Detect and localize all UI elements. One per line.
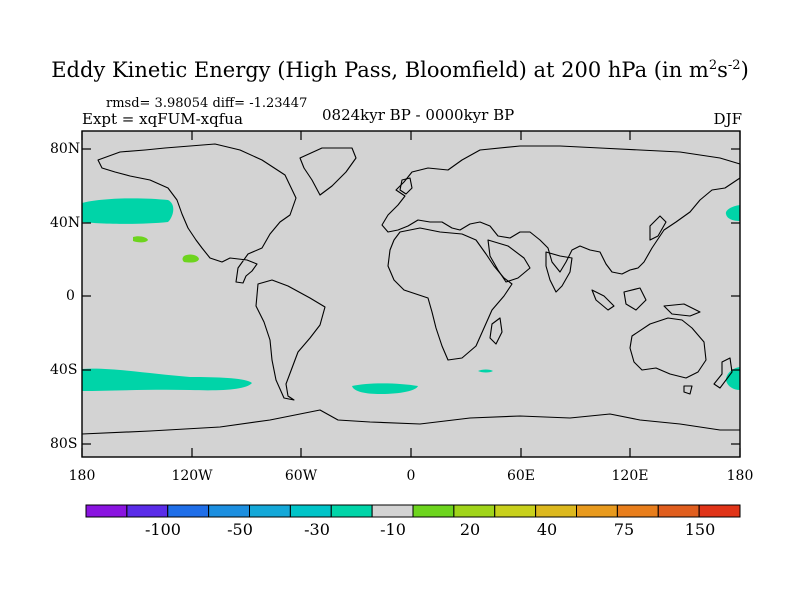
colorbar-label: -10 [380, 520, 406, 539]
lon-label-120e: 120E [611, 468, 649, 484]
colorbar-swatch [289, 504, 332, 518]
experiment-line: Expt = xqFUM-xqfua [82, 110, 243, 128]
lat-label-40s: 40S [50, 362, 78, 378]
coast-tasmania [683, 385, 693, 395]
anomaly-patch-south-atlantic [352, 383, 418, 394]
colorbar-label: 40 [536, 520, 558, 539]
lon-label-180w: 180 [68, 468, 96, 484]
colorbar-swatch [371, 504, 414, 518]
lat-label-0: 0 [66, 288, 75, 304]
colorbar-label: -100 [145, 520, 181, 539]
coast-greenland [299, 147, 357, 196]
colorbar-swatch [208, 504, 251, 518]
coastlines [81, 143, 741, 435]
coast-japan [649, 215, 667, 241]
lon-label-180e: 180 [726, 468, 754, 484]
coast-new-zealand [713, 357, 733, 389]
coast-antarctica [81, 409, 740, 435]
lat-label-80n: 80N [50, 141, 81, 157]
anomaly-patch-nw-pacific-east [725, 205, 740, 221]
coast-new-guinea [663, 303, 701, 317]
colorbar-swatch [126, 504, 169, 518]
colorbar-swatch [167, 504, 210, 518]
lat-label-40n: 40N [50, 215, 81, 231]
anomaly-patch-indian-ocean [478, 369, 493, 373]
colorbar-label: 150 [684, 520, 716, 539]
chart-title: Eddy Kinetic Energy (High Pass, Bloomfie… [51, 58, 749, 82]
period-label: 0824kyr BP - 0000kyr BP [322, 106, 515, 124]
lat-ticks [82, 148, 740, 445]
coast-india [545, 251, 573, 293]
lon-label-0: 0 [406, 468, 416, 484]
coast-madagascar [489, 317, 503, 345]
colorbar-label: -50 [227, 520, 253, 539]
colorbar-label: 75 [613, 520, 635, 539]
coast-australia [629, 317, 707, 379]
lon-label-120w: 120W [171, 468, 213, 484]
coast-sumatra [591, 289, 615, 311]
season-label: DJF [713, 110, 742, 128]
colorbar-swatch [412, 504, 455, 518]
colorbar-swatch [657, 504, 700, 518]
colorbar-swatch [453, 504, 496, 518]
colorbar-swatch [85, 504, 128, 518]
colorbar [85, 504, 741, 518]
anomaly-patch-south-pacific [82, 368, 252, 391]
anomaly-patch-north-pacific [82, 198, 174, 224]
anomaly-patch-sw-pacific-east [726, 367, 740, 390]
coast-north-america [97, 143, 297, 284]
coast-south-america [255, 279, 326, 401]
coast-british-isles [399, 177, 413, 195]
colorbar-swatch [576, 504, 618, 518]
colorbar-swatch [698, 504, 741, 518]
colorbar-label: 20 [459, 520, 481, 539]
colorbar-swatch [330, 504, 373, 518]
lon-ticks [81, 131, 741, 457]
coast-africa [387, 227, 513, 361]
coast-borneo [623, 287, 647, 311]
colorbar-swatch [616, 504, 659, 518]
map-background [82, 131, 740, 457]
stats-line: rmsd= 3.98054 diff= -1.23447 [106, 96, 308, 111]
lat-label-80s: 80S [50, 436, 78, 452]
colorbar-swatch [535, 504, 578, 518]
coast-eurasia [381, 145, 741, 275]
coast-arabia [487, 239, 531, 283]
colorbar-swatch [249, 504, 291, 518]
anomaly-patches [82, 198, 740, 394]
colorbar-swatch [494, 504, 537, 518]
lon-label-60e: 60E [506, 468, 536, 484]
anomaly-patch-subtropical-pacific [182, 254, 199, 263]
lon-label-60w: 60W [284, 468, 318, 484]
anomaly-patch-central-north-pacific [133, 236, 148, 243]
colorbar-label: -30 [304, 520, 330, 539]
